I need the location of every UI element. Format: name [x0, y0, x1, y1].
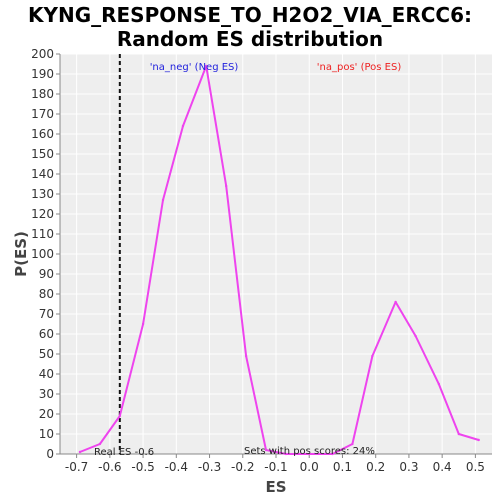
data-point	[351, 442, 354, 446]
y-tick-label: 160	[31, 127, 54, 141]
pos-scores-label: Sets with pos scores: 24%	[244, 446, 375, 457]
x-tick-label: 0.1	[333, 460, 352, 474]
x-tick-label: 0.5	[466, 460, 485, 474]
y-tick-label: 40	[39, 367, 54, 381]
data-point	[244, 354, 248, 358]
x-tick-label: -0.5	[131, 460, 154, 474]
series-line	[79, 65, 479, 455]
y-tick-label: 140	[31, 167, 54, 181]
chart-title-line2: Random ES distribution	[116, 27, 384, 51]
y-tick-label: 100	[31, 247, 54, 261]
data-point	[414, 334, 417, 338]
y-tick-label: 30	[39, 387, 54, 401]
x-tick-label: 0.4	[433, 460, 452, 474]
y-tick-label: 170	[31, 107, 54, 121]
y-tick-label: 10	[39, 427, 54, 441]
y-tick-label: 20	[39, 407, 54, 421]
data-point	[78, 450, 82, 454]
data-point	[394, 300, 397, 304]
x-tick-label: -0.3	[198, 460, 221, 474]
x-tick-label: -0.4	[165, 460, 188, 474]
real-es-label: Real ES -0.6	[94, 447, 154, 458]
y-tick-label: 150	[31, 147, 54, 161]
data-point	[161, 198, 165, 202]
data-point	[331, 452, 334, 456]
x-tick-label: 0.3	[399, 460, 418, 474]
chart-title-line1: KYNG_RESPONSE_TO_H2O2_VIA_ERCC6:	[27, 3, 472, 27]
y-tick-label: 190	[31, 67, 54, 81]
y-tick-label: 50	[39, 347, 54, 361]
y-tick-label: 130	[31, 187, 54, 201]
data-point	[141, 322, 145, 326]
data-point	[98, 442, 102, 446]
neg-es-label: 'na_neg' (Neg ES)	[150, 62, 239, 73]
y-tick-label: 0	[46, 447, 54, 461]
y-tick-label: 70	[39, 307, 54, 321]
x-tick-label: -0.2	[231, 460, 254, 474]
x-tick-label: -0.1	[264, 460, 287, 474]
data-point	[457, 432, 460, 436]
y-tick-label: 200	[31, 47, 54, 61]
y-tick-label: 90	[39, 267, 54, 281]
x-tick-label: 0.2	[366, 460, 385, 474]
y-tick-label: 180	[31, 87, 54, 101]
y-tick-label: 60	[39, 327, 54, 341]
data-point	[371, 354, 374, 358]
data-point	[308, 452, 311, 456]
data-point	[437, 382, 441, 386]
y-axis-title: P(ES)	[12, 231, 30, 277]
data-point	[181, 124, 185, 128]
x-tick-label: 0.0	[300, 460, 319, 474]
pos-es-label: 'na_pos' (Pos ES)	[317, 62, 402, 73]
data-point	[477, 438, 480, 442]
data-point	[205, 64, 208, 68]
data-point	[224, 184, 228, 188]
data-point	[264, 448, 268, 452]
x-tick-label: -0.6	[98, 460, 121, 474]
data-point	[284, 452, 288, 456]
x-tick-label: -0.7	[65, 460, 88, 474]
y-tick-label: 80	[39, 287, 54, 301]
data-point	[118, 414, 122, 418]
x-axis-title: ES	[265, 478, 286, 496]
y-tick-label: 110	[31, 227, 54, 241]
y-tick-label: 120	[31, 207, 54, 221]
